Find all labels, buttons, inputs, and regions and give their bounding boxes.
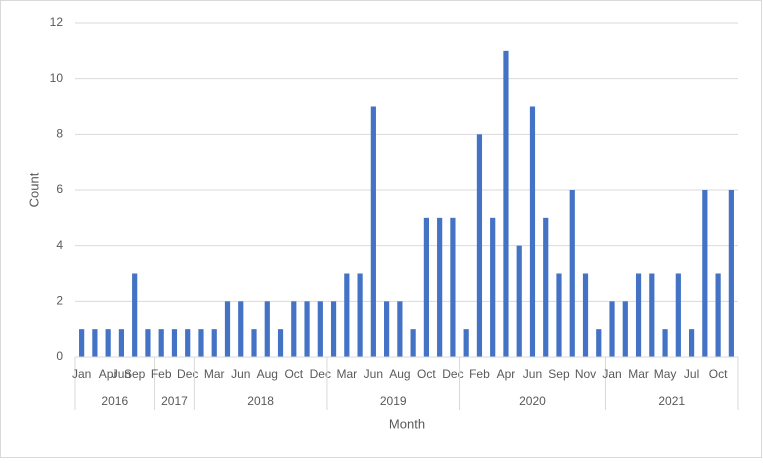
x-tick-label: Oct <box>709 367 728 381</box>
bar <box>357 273 363 357</box>
bar <box>596 329 602 357</box>
bar <box>622 301 628 357</box>
group-label: 2017 <box>161 394 188 408</box>
bar <box>543 217 549 357</box>
bar <box>463 329 469 357</box>
x-tick-label: Jan <box>602 367 621 381</box>
bar <box>384 301 390 357</box>
x-tick-label: Apr <box>99 367 118 381</box>
bar <box>264 301 270 357</box>
x-tick-label: Jun <box>231 367 250 381</box>
bar <box>277 329 284 357</box>
bar <box>675 273 681 357</box>
bar <box>224 301 231 357</box>
bar <box>662 329 668 357</box>
x-tick-label: Nov <box>575 367 596 381</box>
bar <box>529 106 536 357</box>
x-tick-label: Jul <box>684 367 699 381</box>
bar <box>728 190 734 357</box>
x-tick-label: Jun <box>523 367 542 381</box>
y-tick-label: 4 <box>56 238 63 252</box>
group-label: 2021 <box>658 394 685 408</box>
x-tick-label: Sep <box>548 367 570 381</box>
bar <box>410 329 416 357</box>
x-tick-label: Sep <box>124 367 146 381</box>
bar <box>344 273 350 357</box>
group-label: 2018 <box>247 394 274 408</box>
bar <box>304 301 310 357</box>
x-tick-label: Mar <box>204 367 225 381</box>
bar <box>490 217 496 357</box>
x-tick-label: Jun <box>112 367 131 381</box>
bar <box>635 273 642 357</box>
x-tick-label: Aug <box>389 367 410 381</box>
bar <box>715 273 721 357</box>
bar <box>370 106 376 357</box>
bar <box>437 217 443 357</box>
x-tick-label: Apr <box>497 367 516 381</box>
group-label: 2016 <box>101 394 128 408</box>
y-tick-label: 0 <box>56 349 63 363</box>
x-tick-label: Dec <box>442 367 463 381</box>
bar <box>185 329 191 357</box>
bar <box>118 329 125 357</box>
bar <box>158 329 164 357</box>
bar <box>556 273 562 357</box>
bar <box>317 301 323 357</box>
y-tick-label: 6 <box>56 182 63 196</box>
bar <box>397 301 403 357</box>
bar <box>476 134 483 357</box>
bar <box>450 217 456 357</box>
bar <box>92 329 98 357</box>
bar <box>171 329 178 357</box>
bar <box>238 301 244 357</box>
x-tick-label: May <box>654 367 677 381</box>
x-tick-label: Oct <box>284 367 303 381</box>
bar <box>609 301 615 357</box>
x-tick-label: Dec <box>177 367 198 381</box>
x-tick-label: Jan <box>72 367 91 381</box>
bar <box>503 50 509 357</box>
bar <box>251 329 257 357</box>
bar <box>291 301 297 357</box>
x-tick-label: Feb <box>151 367 172 381</box>
x-tick-label: Mar <box>628 367 649 381</box>
bar <box>330 301 337 357</box>
bar <box>132 273 138 357</box>
y-tick-label: 10 <box>50 71 64 85</box>
bar <box>582 273 589 357</box>
x-tick-label: Jun <box>364 367 383 381</box>
group-label: 2019 <box>380 394 407 408</box>
bar <box>105 329 111 357</box>
bar <box>688 329 695 357</box>
group-label: 2020 <box>519 394 546 408</box>
bar <box>423 217 429 357</box>
bar <box>649 273 655 357</box>
y-tick-label: 8 <box>56 127 63 141</box>
y-axis-title: Count <box>26 172 41 207</box>
x-tick-label: Mar <box>336 367 357 381</box>
bar <box>516 245 522 357</box>
x-axis-title: Month <box>389 416 425 431</box>
bar <box>79 329 85 357</box>
x-tick-label: Aug <box>257 367 278 381</box>
x-tick-label: Feb <box>469 367 490 381</box>
bar <box>569 190 575 357</box>
bar <box>702 190 708 357</box>
bar <box>145 329 151 357</box>
x-tick-label: Dec <box>310 367 331 381</box>
y-tick-label: 12 <box>50 15 64 29</box>
bar <box>211 329 217 357</box>
x-tick-label: Oct <box>417 367 436 381</box>
bar <box>198 329 204 357</box>
y-tick-label: 2 <box>56 294 63 308</box>
